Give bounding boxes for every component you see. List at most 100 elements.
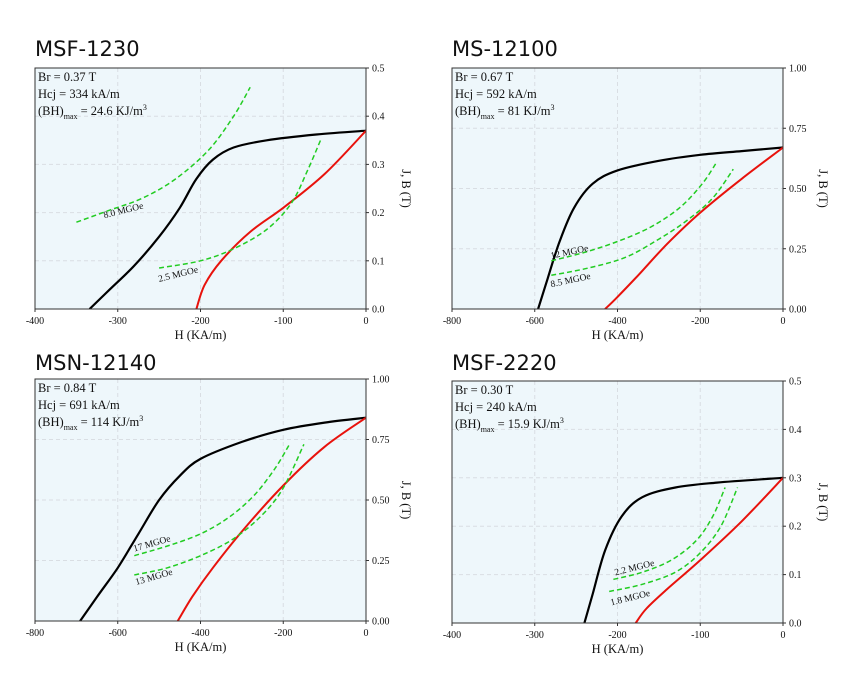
y-tick-label: 0.2	[789, 522, 802, 533]
x-axis-label: H (KA/m)	[592, 642, 644, 656]
x-tick-label: -200	[191, 316, 209, 327]
x-tick-label: -200	[274, 628, 292, 639]
energy-product-curve	[76, 86, 251, 223]
x-tick-label: -400	[608, 316, 626, 327]
bhmax-value: (BH)max = 24.6 KJ/m3	[38, 103, 147, 121]
y-tick-label: 0.50	[372, 496, 390, 507]
br-value: Br = 0.37 T	[38, 70, 97, 84]
x-tick-label: -400	[26, 316, 44, 327]
bhmax-subscript: max	[64, 423, 78, 432]
normal-curve	[604, 146, 783, 309]
demagnetization-curve	[583, 476, 783, 623]
y-tick-label: 0.75	[372, 435, 390, 446]
x-tick-label: 0	[364, 316, 369, 327]
y-tick-label: 0.25	[372, 556, 390, 567]
bhmax-value: (BH)max = 114 KJ/m3	[38, 414, 143, 432]
x-tick-label: -300	[109, 316, 127, 327]
normal-curve	[634, 477, 783, 623]
bhmax-superscript: 3	[560, 416, 564, 425]
y-axis-label: J, B (T)	[816, 483, 830, 522]
x-axis-label: H (KA/m)	[175, 640, 227, 654]
y-axis-label: J, B (T)	[399, 481, 413, 520]
demagnetization-curve	[79, 416, 366, 621]
y-tick-label: 0.50	[789, 184, 807, 195]
y-tick-label: 1.00	[789, 64, 807, 75]
y-tick-label: 0.5	[789, 377, 802, 388]
br-value: Br = 0.30 T	[455, 383, 514, 397]
energy-product-curve	[134, 443, 305, 576]
y-tick-label: 0.00	[789, 305, 807, 316]
x-tick-label: -400	[443, 630, 461, 641]
hcj-value: Hcj = 240 kA/m	[455, 400, 537, 414]
x-tick-label: -300	[526, 630, 544, 641]
bhmax-superscript: 3	[551, 103, 555, 112]
chart-title: MSF-2220	[452, 351, 557, 375]
chart-title: MSN-12140	[35, 351, 157, 375]
y-axis-label: J, B (T)	[399, 169, 413, 208]
curves	[537, 146, 783, 309]
x-tick-label: -200	[608, 630, 626, 641]
bhmax-number: = 114 KJ/m	[77, 415, 139, 429]
x-tick-label: -800	[26, 628, 44, 639]
y-tick-label: 0.0	[789, 619, 802, 630]
bhmax-number: = 24.6 KJ/m	[77, 104, 143, 118]
y-tick-label: 0.2	[372, 208, 385, 219]
y-tick-label: 1.00	[372, 375, 390, 386]
curves	[76, 86, 366, 309]
x-tick-label: 0	[781, 630, 786, 641]
x-tick-label: 0	[781, 316, 786, 327]
y-tick-label: 0.4	[372, 112, 385, 123]
bhmax-number: = 81 KJ/m	[494, 104, 550, 118]
curves	[79, 416, 366, 621]
hcj-value: Hcj = 334 kA/m	[38, 87, 120, 101]
bhmax-subscript: max	[64, 112, 78, 121]
y-tick-label: 0.3	[789, 473, 802, 484]
bhmax-prefix: (BH)	[455, 417, 481, 431]
curves	[583, 476, 783, 623]
y-axis-label: J, B (T)	[816, 169, 830, 208]
bhmax-subscript: max	[481, 425, 495, 434]
br-value: Br = 0.67 T	[455, 70, 514, 84]
bhmax-value: (BH)max = 81 KJ/m3	[455, 103, 555, 121]
y-tick-label: 0.4	[789, 425, 802, 436]
energy-product-curve	[158, 139, 322, 269]
x-tick-label: -100	[691, 630, 709, 641]
x-axis-label: H (KA/m)	[592, 328, 644, 342]
y-tick-label: 0.1	[372, 256, 385, 267]
chart-title: MS-12100	[452, 37, 558, 61]
bhmax-superscript: 3	[143, 103, 147, 112]
bhmax-number: = 15.9 KJ/m	[494, 417, 560, 431]
hcj-value: Hcj = 592 kA/m	[455, 87, 537, 101]
y-tick-label: 0.00	[372, 617, 390, 628]
energy-product-curve	[551, 161, 718, 262]
hcj-value: Hcj = 691 kA/m	[38, 398, 120, 412]
x-tick-label: 0	[364, 628, 369, 639]
x-axis-label: H (KA/m)	[175, 328, 227, 342]
y-tick-label: 0.0	[372, 305, 385, 316]
y-tick-label: 0.3	[372, 160, 385, 171]
bhmax-subscript: max	[481, 112, 495, 121]
chart-title: MSF-1230	[35, 37, 140, 61]
bhmax-superscript: 3	[139, 414, 143, 423]
y-tick-label: 0.5	[372, 64, 385, 75]
x-tick-label: -600	[526, 316, 544, 327]
energy-product-curve	[609, 487, 739, 593]
energy-product-curve	[134, 443, 291, 557]
x-tick-label: -100	[274, 316, 292, 327]
y-tick-label: 0.75	[789, 124, 807, 135]
bhmax-prefix: (BH)	[455, 104, 481, 118]
y-tick-label: 0.1	[789, 570, 802, 581]
normal-curve	[176, 416, 366, 621]
bhmax-value: (BH)max = 15.9 KJ/m3	[455, 416, 564, 434]
energy-product-curve	[613, 487, 726, 581]
bhmax-prefix: (BH)	[38, 104, 64, 118]
demagnetization-curve	[88, 129, 366, 309]
bhmax-prefix: (BH)	[38, 415, 64, 429]
x-tick-label: -400	[191, 628, 209, 639]
y-tick-label: 0.25	[789, 244, 807, 255]
x-tick-label: -600	[109, 628, 127, 639]
